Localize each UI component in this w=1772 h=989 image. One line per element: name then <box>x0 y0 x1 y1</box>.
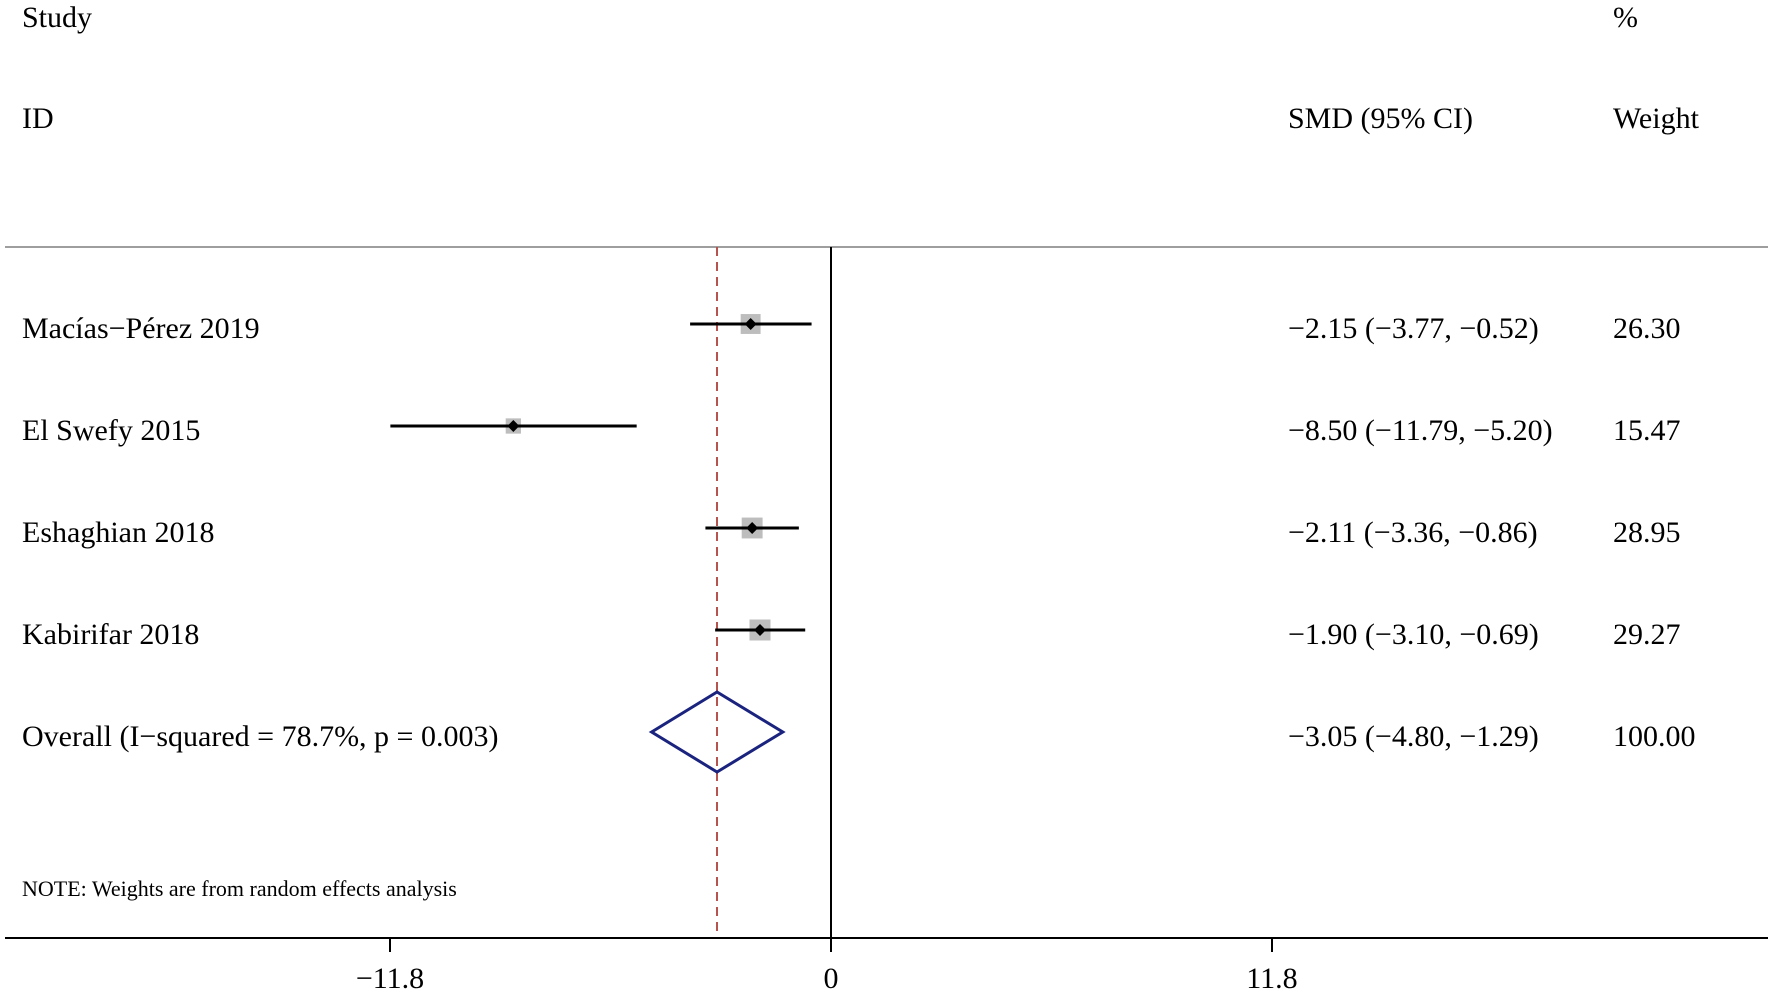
study-id: Kabirifar 2018 <box>22 618 199 651</box>
point-estimate <box>744 318 757 330</box>
study-ci-text: −2.15 (−3.77, −0.52) <box>1288 312 1539 345</box>
study-ci-text: −2.11 (−3.36, −0.86) <box>1288 516 1538 549</box>
study-id: El Swefy 2015 <box>22 414 200 447</box>
overall-ci-text: −3.05 (−4.80, −1.29) <box>1288 720 1539 753</box>
x-tick-label: 0 <box>824 962 839 989</box>
study-row: Eshaghian 2018 −2.11 (−3.36, −0.86) 28.95 <box>22 516 1681 549</box>
study-weight-text: 28.95 <box>1613 516 1681 549</box>
study-row: Macías−Pérez 2019 −2.15 (−3.77, −0.52) 26.… <box>22 312 1681 345</box>
point-estimate <box>746 522 759 534</box>
header-weight: Weight <box>1613 102 1700 135</box>
point-estimate <box>507 420 520 432</box>
study-rows: Macías−Pérez 2019 −2.15 (−3.77, −0.52) 26.… <box>22 312 1681 651</box>
x-tick-label: 11.8 <box>1246 962 1297 989</box>
study-weight-text: 15.47 <box>1613 414 1681 447</box>
header-id: ID <box>22 102 54 135</box>
study-weight-text: 29.27 <box>1613 618 1681 651</box>
note-text: NOTE: Weights are from random effects an… <box>22 876 457 901</box>
overall-label: Overall (I−squared = 78.7%, p = 0.003) <box>22 720 498 753</box>
study-row: El Swefy 2015 −8.50 (−11.79, −5.20) 15.47 <box>22 414 1681 447</box>
point-estimate <box>753 624 766 636</box>
header-percent: % <box>1613 1 1638 34</box>
study-id: Eshaghian 2018 <box>22 516 214 549</box>
study-ci-text: −1.90 (−3.10, −0.69) <box>1288 618 1539 651</box>
header-smd-ci: SMD (95% CI) <box>1288 102 1473 135</box>
overall-weight-text: 100.00 <box>1613 720 1696 753</box>
header-study: Study <box>22 1 92 34</box>
study-weight-text: 26.30 <box>1613 312 1681 345</box>
x-tick-label: −11.8 <box>356 962 424 989</box>
overall-diamond <box>648 690 786 774</box>
study-ci-text: −8.50 (−11.79, −5.20) <box>1288 414 1553 447</box>
study-row: Kabirifar 2018 −1.90 (−3.10, −0.69) 29.27 <box>22 618 1681 651</box>
x-axis-ticks: −11.8 0 11.8 <box>356 938 1298 989</box>
study-id: Macías−Pérez 2019 <box>22 312 260 345</box>
